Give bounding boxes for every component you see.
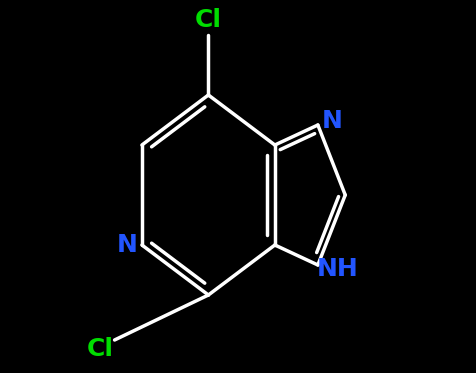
- Text: Cl: Cl: [195, 8, 221, 32]
- Text: NH: NH: [316, 257, 357, 281]
- Text: N: N: [116, 233, 137, 257]
- Text: N: N: [321, 109, 342, 133]
- Text: Cl: Cl: [87, 337, 114, 361]
